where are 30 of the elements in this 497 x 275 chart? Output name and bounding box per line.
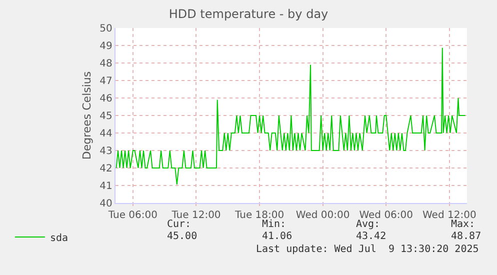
text: 43.42 <box>356 231 386 242</box>
x-tick-label: Tue 18:00 <box>234 210 284 221</box>
y-tick-label: 41 <box>100 181 112 192</box>
x-tick-label: Tue 06:00 <box>107 210 158 221</box>
y-tick-label: 50 <box>100 24 112 34</box>
y-tick-label: 40 <box>100 198 112 210</box>
x-tick-label: Tue 12:00 <box>170 210 221 221</box>
y-tick-label: 49 <box>100 41 112 52</box>
text: Cur: <box>167 219 192 230</box>
y-axis-title: Degrees Celsius <box>80 71 94 160</box>
text: Avg: <box>356 219 380 230</box>
y-tick-label: 43 <box>100 146 112 157</box>
text: Last update: Wed Jul 9 13:30:20 2025 <box>256 244 479 255</box>
y-tick-label: 44 <box>100 128 112 140</box>
x-tick-label: Wed 06:00 <box>359 210 414 221</box>
text: Min: <box>262 219 286 230</box>
x-tick-label: Wed 00:00 <box>296 210 350 221</box>
y-tick-label: 47 <box>100 76 112 87</box>
text: Max: <box>451 219 476 230</box>
y-tick-label: 46 <box>100 94 112 104</box>
y-tick-label: 42 <box>100 164 112 174</box>
text: 45.00 <box>167 231 198 242</box>
text: 48.87 <box>451 231 482 242</box>
y-tick-label: 48 <box>100 58 112 70</box>
x-tick-label: Wed 12:00 <box>422 210 476 221</box>
legend-label: sda <box>50 232 68 244</box>
chart-title: HDD temperature - by day <box>168 7 328 22</box>
text: 41.06 <box>262 231 292 242</box>
line-series <box>116 47 466 185</box>
y-tick-label: 45 <box>100 111 112 122</box>
